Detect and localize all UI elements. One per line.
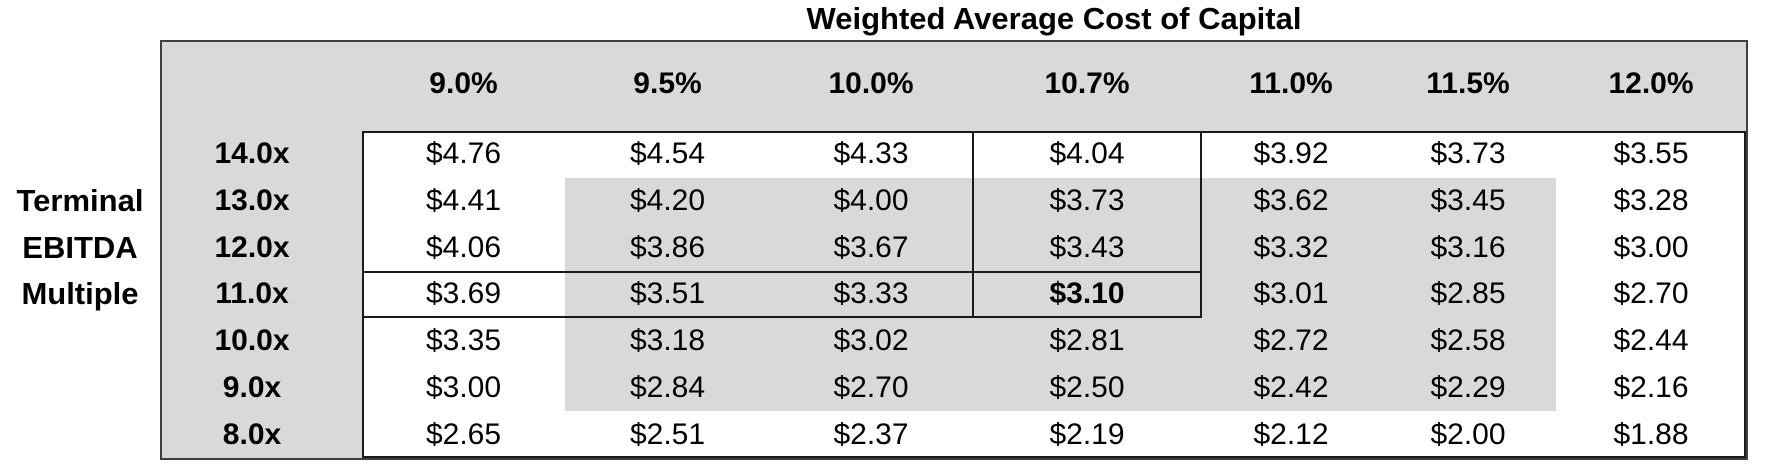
value-cell-8.0x-11.5%: $2.00 [1380, 411, 1556, 458]
value-cell-10.0x-11.0%: $2.72 [1202, 317, 1380, 365]
table-title: Weighted Average Cost of Capital [806, 1, 1302, 36]
value-cell-11.0x-9.5%: $3.51 [565, 271, 770, 318]
row-header-11.0x: 11.0x [215, 277, 289, 311]
value-cell-10.0x-9.5%: $3.18 [565, 317, 770, 365]
col-header-10.7%: 10.7% [1044, 66, 1130, 100]
row-header-14.0x: 14.0x [214, 137, 290, 171]
row-header-12.0x: 12.0x [214, 230, 290, 264]
value-cell-8.0x-12.0%: $1.88 [1556, 411, 1746, 458]
value-cell-11.0x-11.0%: $3.01 [1202, 271, 1380, 318]
value-cell-9.0x-12.0%: $2.16 [1556, 364, 1746, 412]
col-header-11.0%: 11.0% [1249, 66, 1333, 100]
value-cell-11.0x-10.7%: $3.10 [972, 271, 1202, 318]
value-cell-14.0x-11.0%: $3.92 [1202, 131, 1380, 178]
value-cell-12.0x-9.0%: $4.06 [362, 224, 565, 272]
value-cell-11.0x-10.0%: $3.33 [770, 271, 972, 318]
value-cell-8.0x-10.7%: $2.19 [972, 411, 1202, 458]
value-cell-14.0x-9.0%: $4.76 [362, 131, 565, 178]
row-axis-title: Terminal EBITDA Multiple [0, 178, 160, 318]
value-cell-13.0x-10.0%: $4.00 [770, 177, 972, 225]
value-cell-14.0x-11.5%: $3.73 [1380, 131, 1556, 178]
value-cell-12.0x-11.0%: $3.32 [1202, 224, 1380, 272]
value-cell-8.0x-9.5%: $2.51 [565, 411, 770, 458]
value-cell-12.0x-12.0%: $3.00 [1556, 224, 1746, 272]
sensitivity-table-frame: 9.0% 9.5% 10.0% 10.7% 11.0% 11.5% 12.0% 14.0x $4… [160, 40, 1748, 460]
value-cell-8.0x-11.0%: $2.12 [1202, 411, 1380, 458]
col-header-9.0%: 9.0% [429, 66, 498, 100]
value-cell-14.0x-12.0%: $3.55 [1556, 131, 1746, 178]
value-cell-13.0x-11.0%: $3.62 [1202, 177, 1380, 225]
value-cell-9.0x-11.5%: $2.29 [1380, 364, 1556, 412]
col-header-10.0%: 10.0% [828, 66, 914, 100]
value-cell-13.0x-12.0%: $3.28 [1556, 177, 1746, 225]
row-header-8.0x: 8.0x [222, 417, 282, 451]
col-header-12.0%: 12.0% [1608, 66, 1694, 100]
sensitivity-grid: 9.0% 9.5% 10.0% 10.7% 11.0% 11.5% 12.0% 14.0x $4… [162, 42, 1746, 458]
value-cell-9.0x-10.7%: $2.50 [972, 364, 1202, 412]
value-cell-11.0x-9.0%: $3.69 [362, 271, 565, 318]
value-cell-10.0x-10.7%: $2.81 [972, 317, 1202, 365]
value-cell-10.0x-10.0%: $3.02 [770, 317, 972, 365]
corner-cell [162, 42, 362, 131]
value-cell-13.0x-11.5%: $3.45 [1380, 177, 1556, 225]
value-cell-10.0x-12.0%: $2.44 [1556, 317, 1746, 365]
value-cell-12.0x-11.5%: $3.16 [1380, 224, 1556, 272]
value-cell-13.0x-9.0%: $4.41 [362, 177, 565, 225]
value-cell-12.0x-10.7%: $3.43 [972, 224, 1202, 272]
value-cell-14.0x-10.7%: $4.04 [972, 131, 1202, 178]
value-cell-12.0x-9.5%: $3.86 [565, 224, 770, 272]
value-cell-13.0x-9.5%: $4.20 [565, 177, 770, 225]
row-header-10.0x: 10.0x [214, 324, 290, 358]
value-cell-9.0x-9.0%: $3.00 [362, 364, 565, 412]
value-cell-11.0x-11.5%: $2.85 [1380, 271, 1556, 318]
row-axis-title-line-2: EBITDA [22, 229, 138, 265]
value-cell-12.0x-10.0%: $3.67 [770, 224, 972, 272]
value-cell-8.0x-10.0%: $2.37 [770, 411, 972, 458]
value-cell-8.0x-9.0%: $2.65 [362, 411, 565, 458]
value-cell-9.0x-11.0%: $2.42 [1202, 364, 1380, 412]
value-cell-9.0x-9.5%: $2.84 [565, 364, 770, 412]
value-cell-10.0x-11.5%: $2.58 [1380, 317, 1556, 365]
value-cell-11.0x-12.0%: $2.70 [1556, 271, 1746, 318]
col-header-9.5%: 9.5% [633, 66, 702, 100]
value-cell-14.0x-9.5%: $4.54 [565, 131, 770, 178]
row-axis-title-line-3: Multiple [21, 276, 139, 312]
row-header-13.0x: 13.0x [214, 184, 290, 218]
row-header-9.0x: 9.0x [222, 370, 282, 404]
value-cell-9.0x-10.0%: $2.70 [770, 364, 972, 412]
value-cell-14.0x-10.0%: $4.33 [770, 131, 972, 178]
col-header-11.5%: 11.5% [1426, 66, 1510, 100]
value-cell-10.0x-9.0%: $3.35 [362, 317, 565, 365]
row-axis-title-line-1: Terminal [16, 183, 144, 218]
value-cell-13.0x-10.7%: $3.73 [972, 177, 1202, 225]
